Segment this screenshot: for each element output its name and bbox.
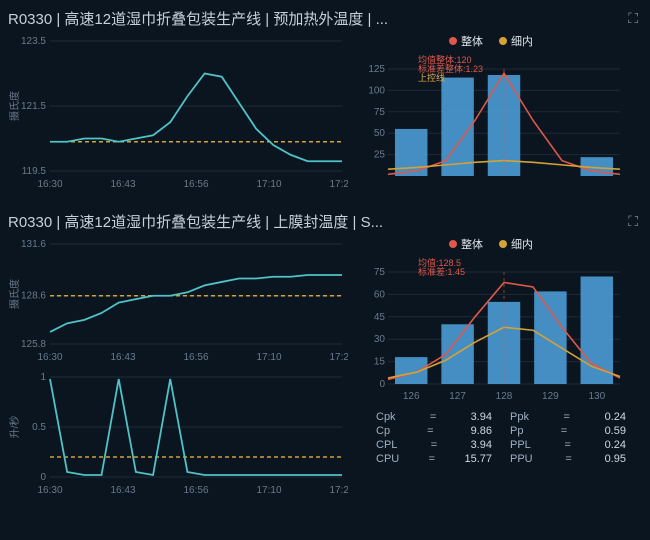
svg-text:0.5: 0.5: [32, 422, 46, 433]
svg-text:0: 0: [379, 379, 385, 390]
panel-2: R0330 | 高速12道湿巾折叠包装生产线 | 上膜封温度 | S... ⛶ …: [0, 203, 650, 506]
stat-value: 0.59: [605, 425, 626, 437]
svg-text:17:23: 17:23: [329, 485, 348, 496]
svg-text:129: 129: [542, 391, 559, 402]
svg-text:119.5: 119.5: [22, 166, 47, 177]
legend-item: 细内: [499, 236, 533, 252]
stat-row: Cp = 9.86: [376, 425, 492, 437]
stat-key: PPU: [510, 453, 533, 465]
dashboard: R0330 | 高速12道湿巾折叠包装生产线 | 预加热外温度 | ... ⛶ …: [0, 0, 650, 506]
panel-1-title: R0330 | 高速12道湿巾折叠包装生产线 | 预加热外温度 | ...: [8, 8, 624, 29]
legend-label: 整体: [461, 236, 483, 252]
stat-key: PPL: [510, 439, 531, 451]
svg-text:1: 1: [40, 372, 46, 383]
svg-text:60: 60: [374, 289, 386, 300]
svg-text:16:56: 16:56: [183, 352, 208, 363]
svg-text:128.6: 128.6: [21, 291, 46, 302]
panel-2-right-column: 整体 细内 01530456075126127128129130均值:128.5…: [356, 236, 626, 502]
svg-text:16:43: 16:43: [110, 352, 135, 363]
panel-2-linechart-b: 0 0.5 1 16:30 16:43 16:56 17:10 17:23 升/秒: [8, 369, 348, 502]
svg-text:上控线: 上控线: [418, 72, 445, 83]
stat-value: 9.86: [471, 425, 492, 437]
panel-1-linechart: 119.5 121.5 123.5 16:30 16:43 16:56 17:10 17:23…: [8, 33, 348, 199]
legend-label: 整体: [461, 33, 483, 49]
stat-key: CPL: [376, 439, 397, 451]
stat-row: Ppk = 0.24: [510, 411, 626, 423]
svg-text:标准差:1.45: 标准差:1.45: [418, 266, 465, 277]
legend-item: 整体: [449, 236, 483, 252]
svg-text:16:43: 16:43: [110, 485, 135, 496]
svg-text:125.8: 125.8: [21, 339, 46, 350]
svg-text:17:10: 17:10: [256, 179, 281, 190]
panel-2-histogram: 整体 细内 01530456075126127128129130均值:128.5…: [356, 236, 626, 407]
expand-icon[interactable]: ⛶: [624, 213, 642, 230]
legend-dot-icon: [449, 240, 457, 248]
stat-row: Cpk = 3.94: [376, 411, 492, 423]
svg-text:130: 130: [588, 391, 605, 402]
stat-row: CPU = 15.77: [376, 453, 492, 465]
stat-row: CPL = 3.94: [376, 439, 492, 451]
stat-value: 0.24: [605, 439, 626, 451]
stat-key: Cpk: [376, 411, 396, 423]
svg-text:25: 25: [374, 150, 386, 161]
stat-key: Cp: [376, 425, 390, 437]
svg-text:摄氏度: 摄氏度: [8, 279, 21, 309]
legend-label: 细内: [511, 236, 533, 252]
expand-icon[interactable]: ⛶: [624, 10, 642, 27]
svg-text:16:30: 16:30: [37, 485, 62, 496]
stat-value: 0.95: [605, 453, 626, 465]
svg-text:126: 126: [403, 391, 420, 402]
svg-text:16:56: 16:56: [183, 179, 208, 190]
svg-text:16:30: 16:30: [37, 179, 62, 190]
svg-text:45: 45: [374, 312, 386, 323]
panel-2-stats: Cpk = 3.94 Ppk = 0.24 Cp = 9.86 Pp = 0.5…: [356, 407, 626, 465]
svg-text:16:56: 16:56: [183, 485, 208, 496]
svg-text:123.5: 123.5: [21, 36, 46, 47]
svg-text:128: 128: [496, 391, 513, 402]
panel-1: R0330 | 高速12道湿巾折叠包装生产线 | 预加热外温度 | ... ⛶ …: [0, 0, 650, 203]
panel-2-linechart-a: 125.8 128.6 131.6 16:30 16:43 16:56 17:10 17:23…: [8, 236, 348, 369]
stat-value: 0.24: [605, 411, 626, 423]
legend-label: 细内: [511, 33, 533, 49]
panel-1-header: R0330 | 高速12道湿巾折叠包装生产线 | 预加热外温度 | ... ⛶: [8, 4, 642, 33]
stat-key: CPU: [376, 453, 399, 465]
svg-text:121.5: 121.5: [21, 101, 46, 112]
svg-text:100: 100: [368, 85, 385, 96]
stat-key: Pp: [510, 425, 523, 437]
svg-text:16:30: 16:30: [37, 352, 62, 363]
svg-text:125: 125: [368, 64, 385, 75]
svg-text:50: 50: [374, 128, 386, 139]
panel-2-left-column: 125.8 128.6 131.6 16:30 16:43 16:56 17:10 17:23…: [8, 236, 348, 502]
svg-text:75: 75: [374, 107, 386, 118]
legend-dot-icon: [499, 240, 507, 248]
svg-text:升/秒: 升/秒: [8, 416, 21, 439]
svg-text:0: 0: [40, 472, 46, 483]
svg-text:17:23: 17:23: [329, 352, 348, 363]
svg-text:17:10: 17:10: [256, 352, 281, 363]
panel-2-header: R0330 | 高速12道湿巾折叠包装生产线 | 上膜封温度 | S... ⛶: [8, 207, 642, 236]
svg-text:75: 75: [374, 267, 386, 278]
panel-1-histogram: 整体 细内 255075100125均值整体:120标准差整体:1.23上控线: [356, 33, 626, 199]
svg-text:127: 127: [449, 391, 466, 402]
stat-value: 3.94: [471, 439, 492, 451]
svg-text:17:10: 17:10: [256, 485, 281, 496]
svg-text:17:23: 17:23: [329, 179, 348, 190]
svg-text:15: 15: [374, 357, 386, 368]
stat-row: PPU = 0.95: [510, 453, 626, 465]
svg-text:131.6: 131.6: [21, 239, 46, 250]
stat-row: PPL = 0.24: [510, 439, 626, 451]
stat-value: 3.94: [471, 411, 492, 423]
svg-text:摄氏度: 摄氏度: [8, 91, 21, 121]
panel-2-title: R0330 | 高速12道湿巾折叠包装生产线 | 上膜封温度 | S...: [8, 211, 624, 232]
stat-key: Ppk: [510, 411, 529, 423]
legend-item: 细内: [499, 33, 533, 49]
svg-text:16:43: 16:43: [110, 179, 135, 190]
legend-item: 整体: [449, 33, 483, 49]
stat-row: Pp = 0.59: [510, 425, 626, 437]
legend-dot-icon: [499, 37, 507, 45]
stat-value: 15.77: [464, 453, 492, 465]
legend-dot-icon: [449, 37, 457, 45]
svg-text:30: 30: [374, 334, 386, 345]
